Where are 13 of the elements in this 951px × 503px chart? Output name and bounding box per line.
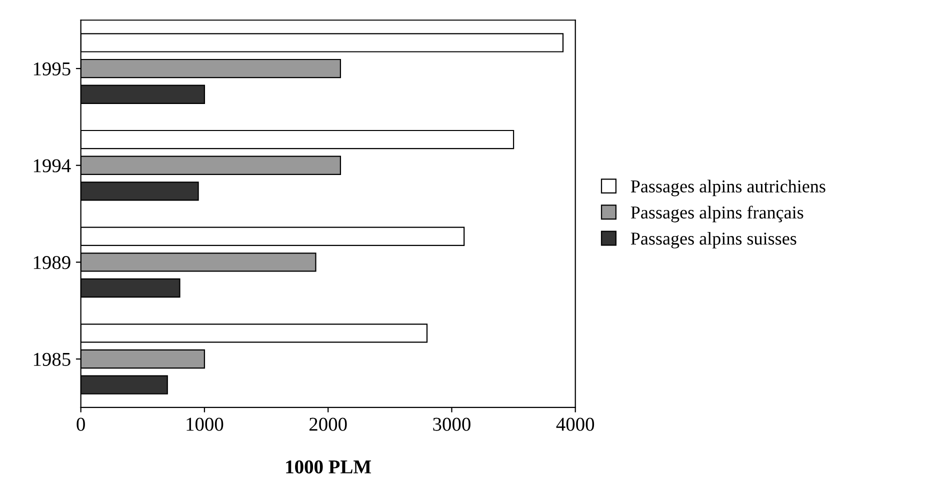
x-axis-title: 1000 PLM bbox=[286, 460, 372, 474]
y-tick-label: 1994 bbox=[34, 159, 71, 172]
y-tick-label: 1989 bbox=[34, 256, 70, 270]
x-tick-label: 4000 bbox=[556, 418, 594, 431]
y-tick-label: 1985 bbox=[34, 352, 70, 366]
x-tick-label: 3000 bbox=[433, 418, 470, 431]
x-tick-label: 2000 bbox=[310, 418, 347, 431]
legend-label: Passages alpins autrichiens bbox=[630, 180, 826, 196]
y-tick-label: 1995 bbox=[34, 62, 70, 76]
x-tick-label: 1000 bbox=[186, 418, 224, 431]
legend-label: Passages alpins suisses bbox=[630, 232, 796, 248]
x-tick-label: 0 bbox=[76, 418, 85, 431]
legend-label: Passages alpins français bbox=[630, 206, 804, 222]
